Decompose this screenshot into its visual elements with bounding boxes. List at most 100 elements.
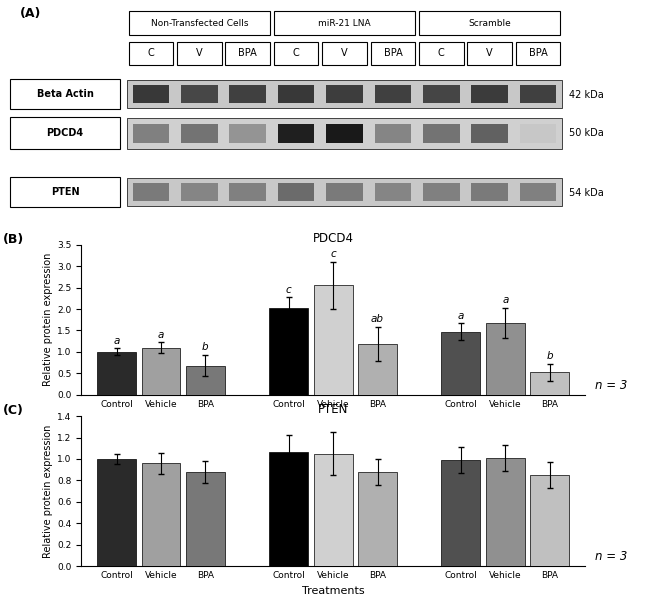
Bar [326,85,363,103]
Bar [278,85,315,103]
Text: C: C [292,48,300,58]
Bar [97,459,136,566]
Text: V: V [486,48,493,58]
Text: V: V [196,48,203,58]
Text: C: C [148,48,154,58]
Bar [226,42,270,65]
Bar [142,348,181,395]
Bar [129,11,270,35]
Text: miR-21 LNA: miR-21 LNA [307,467,359,476]
Text: 42 kDa: 42 kDa [569,91,603,100]
Bar [142,463,181,566]
Bar [471,85,508,103]
Bar [423,183,460,201]
Bar [274,11,415,35]
Text: C: C [438,48,445,58]
Bar [486,458,525,566]
Bar [370,42,415,65]
Bar [274,42,318,65]
Text: n = 3: n = 3 [595,379,627,392]
Text: BPA: BPA [384,48,402,58]
Bar [10,118,120,149]
Text: Non-Transfected Cells: Non-Transfected Cells [151,19,248,28]
Bar [127,80,562,108]
Title: PTEN: PTEN [318,403,348,416]
Text: Non Transfected Cells: Non Transfected Cells [112,467,210,476]
Bar [278,124,315,143]
Bar [467,42,512,65]
Title: PDCD4: PDCD4 [313,232,354,245]
Bar [133,85,170,103]
Bar [181,85,218,103]
Bar [322,42,367,65]
Text: 54 kDa: 54 kDa [569,188,603,198]
Bar [10,177,120,207]
Text: Scramble: Scramble [468,19,511,28]
Bar [519,124,556,143]
Bar [358,472,397,566]
Bar [374,85,411,103]
Bar [229,85,266,103]
Text: a: a [113,336,120,346]
Bar [419,42,463,65]
Text: 50 kDa: 50 kDa [569,129,603,138]
Bar [133,124,170,143]
Y-axis label: Relative protein expression: Relative protein expression [43,425,53,558]
Bar [471,183,508,201]
Bar [127,178,562,206]
Text: (B): (B) [3,233,25,246]
Text: V: V [341,48,348,58]
Text: PDCD4: PDCD4 [46,129,84,138]
Y-axis label: Relative protein expression: Relative protein expression [43,253,53,386]
Bar [181,183,218,201]
Bar [229,183,266,201]
Text: miR-21 LNA: miR-21 LNA [318,19,370,28]
Text: a: a [458,311,464,321]
Bar [127,118,562,149]
Bar [441,332,480,395]
Text: a: a [502,295,508,305]
Bar [326,124,363,143]
Bar [326,183,363,201]
Text: Scramble: Scramble [484,467,527,476]
Text: b: b [547,351,553,361]
Bar [181,124,218,143]
Text: ab: ab [371,315,384,324]
Text: PTEN: PTEN [51,187,79,197]
Text: BPA: BPA [528,48,547,58]
Bar [471,124,508,143]
Bar [374,183,411,201]
Text: (C): (C) [3,404,24,417]
Text: BPA: BPA [239,48,257,58]
Text: Beta Actin: Beta Actin [36,89,94,99]
Bar [97,352,136,395]
Bar [516,42,560,65]
Bar [129,42,173,65]
Bar [229,124,266,143]
Bar [530,373,569,395]
Bar [186,365,225,395]
Bar [269,452,308,566]
Bar [177,42,222,65]
Bar [374,124,411,143]
Bar [133,183,170,201]
Text: (A): (A) [20,7,41,20]
Bar [278,183,315,201]
Bar [423,124,460,143]
Bar [519,183,556,201]
Bar [358,344,397,395]
Bar [486,323,525,395]
Text: a: a [158,330,164,340]
Text: b: b [202,342,209,353]
Bar [269,308,308,395]
Text: c: c [330,249,336,259]
Bar [423,85,460,103]
Bar [519,85,556,103]
Bar [441,460,480,566]
Text: c: c [286,285,292,295]
Text: n = 3: n = 3 [595,550,627,563]
Bar [186,472,225,566]
X-axis label: Treatments: Treatments [302,586,365,595]
Bar [314,453,352,566]
Bar [314,285,352,395]
